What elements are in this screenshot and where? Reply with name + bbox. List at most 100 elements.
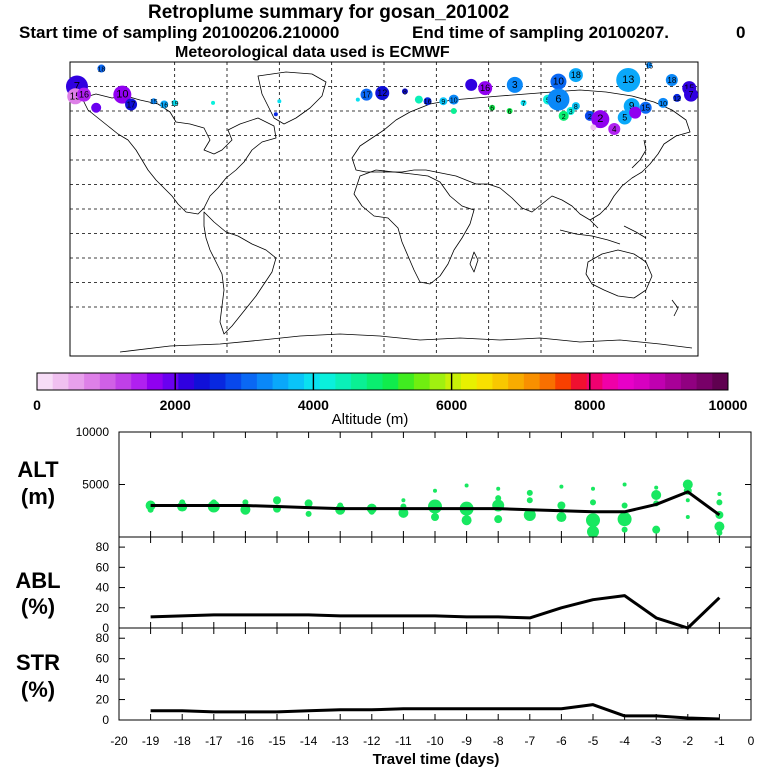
plume-marker-label: 7 xyxy=(689,90,694,100)
colorbar-tick-label: 4000 xyxy=(298,397,329,413)
colorbar-cell xyxy=(84,373,101,390)
coastline-eurasia xyxy=(351,89,691,221)
plume-marker xyxy=(658,97,669,108)
colorbar-tick-labels: 0 2000 4000 6000 8000 10000 xyxy=(33,373,748,413)
altitude-dot xyxy=(433,488,437,493)
colorbar-cell xyxy=(194,373,211,390)
plume-marker-label: 8 xyxy=(403,89,407,96)
colorbar-cell xyxy=(602,373,619,390)
plume-marker-label: 2 xyxy=(597,113,603,125)
colorbar-cell xyxy=(445,373,462,390)
plume-marker xyxy=(590,124,597,131)
x-tick-label: -12 xyxy=(363,734,381,748)
plume-marker xyxy=(558,110,569,121)
altitude-dot xyxy=(716,529,723,536)
altitude-dot xyxy=(273,496,281,505)
plume-marker-label: 18 xyxy=(571,70,581,80)
x-tick-label: -3 xyxy=(651,734,662,748)
panel-frame xyxy=(118,431,752,538)
colorbar-cell xyxy=(680,373,697,390)
coastline-north-america xyxy=(81,93,277,215)
colorbar-tick-label: 2000 xyxy=(160,397,191,413)
colorbar-cell xyxy=(665,373,682,390)
coastline-greenland xyxy=(257,71,327,125)
altitude-dot xyxy=(590,499,596,506)
altitude-dot xyxy=(305,510,312,517)
plume-marker-label: 5 xyxy=(546,98,550,105)
altitude-dot xyxy=(464,483,469,488)
plume-marker-label: 12 xyxy=(377,88,387,98)
plume-marker-label: 9 xyxy=(629,101,635,112)
y-tick-label: 60 xyxy=(96,652,110,666)
panel-unit-label: (m) xyxy=(21,484,55,509)
plume-marker-label: 6 xyxy=(555,94,561,106)
y-tick-label: 5000 xyxy=(82,478,109,492)
plume-marker-label: 15 xyxy=(70,91,82,102)
colorbar-cell xyxy=(225,373,242,390)
panel-label: STR xyxy=(16,650,60,675)
altitude-dot xyxy=(428,499,442,514)
altitude-dot xyxy=(683,486,692,495)
panel-frame xyxy=(118,627,752,721)
altitude-dot xyxy=(431,513,439,522)
colorbar-cell xyxy=(633,373,650,390)
series-line xyxy=(150,490,721,517)
altitude-dot xyxy=(459,501,474,516)
colorbar-cell xyxy=(492,373,509,390)
colorbar-cell xyxy=(649,373,666,390)
colorbar-cells xyxy=(37,373,729,390)
altitude-dot xyxy=(210,499,217,506)
plume-marker-label: 19 xyxy=(171,101,179,108)
plume-marker xyxy=(617,110,632,125)
plume-marker-label: 15 xyxy=(641,104,650,113)
start-time-text: Start time of sampling 20100206.210000 xyxy=(19,23,340,42)
colorbar-cell xyxy=(555,373,572,390)
plume-marker-label: 9 xyxy=(441,99,445,106)
y-tick-label: 0 xyxy=(102,621,109,635)
plume-marker xyxy=(682,81,697,96)
colorbar-tick-label: 10000 xyxy=(709,397,748,413)
altitude-dot xyxy=(617,512,632,527)
plume-marker-label: 16 xyxy=(424,99,432,106)
colorbar-cell xyxy=(68,373,85,390)
colorbar-cell xyxy=(319,373,336,390)
plume-marker xyxy=(273,112,278,117)
plume-marker-label: 17 xyxy=(362,91,371,100)
plume-marker-label: 10 xyxy=(450,98,458,105)
x-tick-label: 0 xyxy=(748,734,755,748)
plume-marker xyxy=(571,102,580,111)
x-tick-label: -20 xyxy=(110,734,128,748)
plume-marker xyxy=(489,104,496,111)
plume-marker xyxy=(360,88,373,101)
end-time-suffix: 0 xyxy=(736,23,746,42)
series-line xyxy=(150,594,721,630)
plume-marker xyxy=(211,100,216,105)
x-tick-label: -14 xyxy=(300,734,318,748)
altitude-dot xyxy=(368,508,375,515)
plume-marker-label: 10 xyxy=(553,77,565,88)
plume-marker xyxy=(423,97,432,106)
y-tick-label: 0 xyxy=(102,713,109,727)
colorbar-cell xyxy=(586,373,603,390)
altitude-dot xyxy=(621,526,628,533)
altitude-dot xyxy=(591,486,595,491)
map-coastlines xyxy=(81,71,693,353)
x-tick-label: -1 xyxy=(714,734,725,748)
plume-marker-label: 15 xyxy=(684,83,694,93)
plume-marker xyxy=(665,73,678,86)
plume-marker xyxy=(448,94,459,105)
plume-marker-label: 6 xyxy=(490,106,494,113)
altitude-dot xyxy=(366,503,377,514)
plume-marker-label: 16 xyxy=(160,102,168,109)
y-tick-label: 20 xyxy=(96,693,110,707)
plume-marker-label: 13 xyxy=(622,74,634,86)
altitude-dot xyxy=(304,499,313,508)
x-tick-label: -11 xyxy=(395,734,412,748)
x-tick-label: -10 xyxy=(426,734,444,748)
end-time-text: End time of sampling 20100207. xyxy=(412,23,669,42)
plume-marker-label: 15 xyxy=(645,63,653,70)
plume-marker xyxy=(277,99,282,104)
plume-marker xyxy=(91,102,102,113)
colorbar-cell xyxy=(52,373,69,390)
panel-unit-label: (%) xyxy=(21,594,55,619)
